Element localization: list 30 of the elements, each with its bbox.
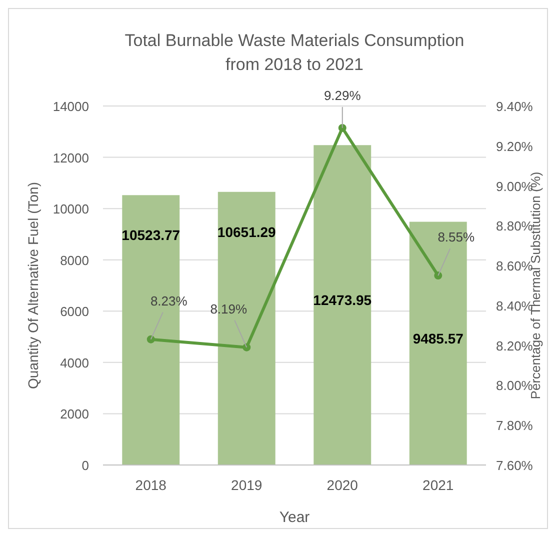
y-axis-title: Quantity Of Alternative Fuel (Ton): [25, 182, 41, 389]
point: [434, 272, 442, 280]
x-tick-label: 2018: [135, 477, 167, 493]
point: [338, 124, 346, 132]
x-tick-label: 2019: [231, 477, 262, 493]
y-tick-label: 6000: [60, 304, 89, 320]
x-tick-label: 2020: [326, 477, 358, 493]
y-tick-label: 0: [82, 458, 89, 473]
y-tick-label: 2000: [60, 406, 89, 422]
x-axis-title: Year: [279, 509, 310, 526]
y2-tick-label: 9.40%: [496, 99, 534, 114]
y2-tick-label: 7.60%: [496, 458, 534, 473]
y-tick-label: 4000: [60, 355, 89, 370]
y-tick-label: 14000: [52, 99, 89, 114]
bar: [314, 145, 372, 465]
y2-tick-label: 7.80%: [496, 418, 534, 434]
data-label: 12473.95: [313, 292, 372, 308]
y-tick-label: 12000: [52, 150, 89, 166]
y-tick-label: 10000: [52, 202, 89, 217]
data-label: 10523.77: [122, 227, 180, 244]
chart-title: Total Burnable Waste Materials Consumption from 2018 to 2021: [124, 31, 464, 74]
data-label: 10651.29: [217, 224, 276, 240]
point: [146, 335, 155, 344]
point: [242, 343, 251, 352]
data-label: 9485.57: [412, 330, 464, 346]
data-label: 9.29%: [324, 88, 362, 103]
y2-tick-label: 9.20%: [496, 138, 534, 154]
x-tick-label: 2021: [422, 477, 454, 493]
y2-tick-label: 8.20%: [496, 338, 534, 354]
y-tick-label: 8000: [60, 252, 89, 268]
